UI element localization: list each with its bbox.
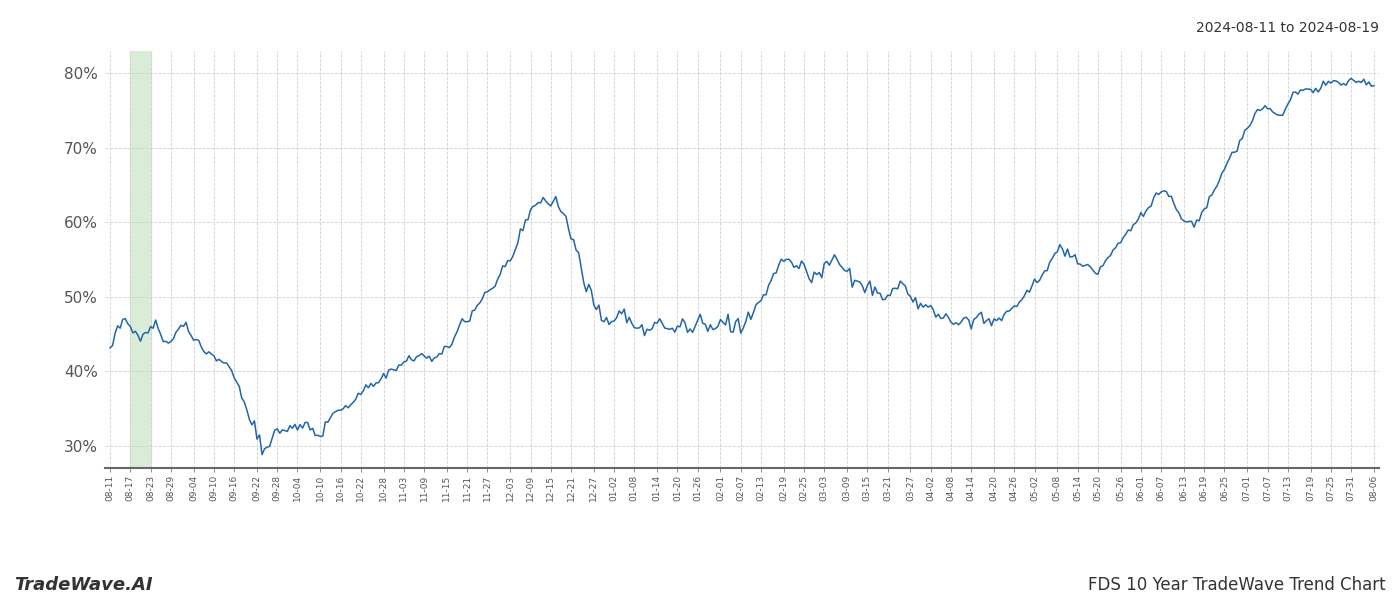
Text: FDS 10 Year TradeWave Trend Chart: FDS 10 Year TradeWave Trend Chart bbox=[1088, 576, 1386, 594]
Text: TradeWave.AI: TradeWave.AI bbox=[14, 576, 153, 594]
Bar bbox=[130, 51, 151, 468]
Text: 2024-08-11 to 2024-08-19: 2024-08-11 to 2024-08-19 bbox=[1196, 21, 1379, 35]
